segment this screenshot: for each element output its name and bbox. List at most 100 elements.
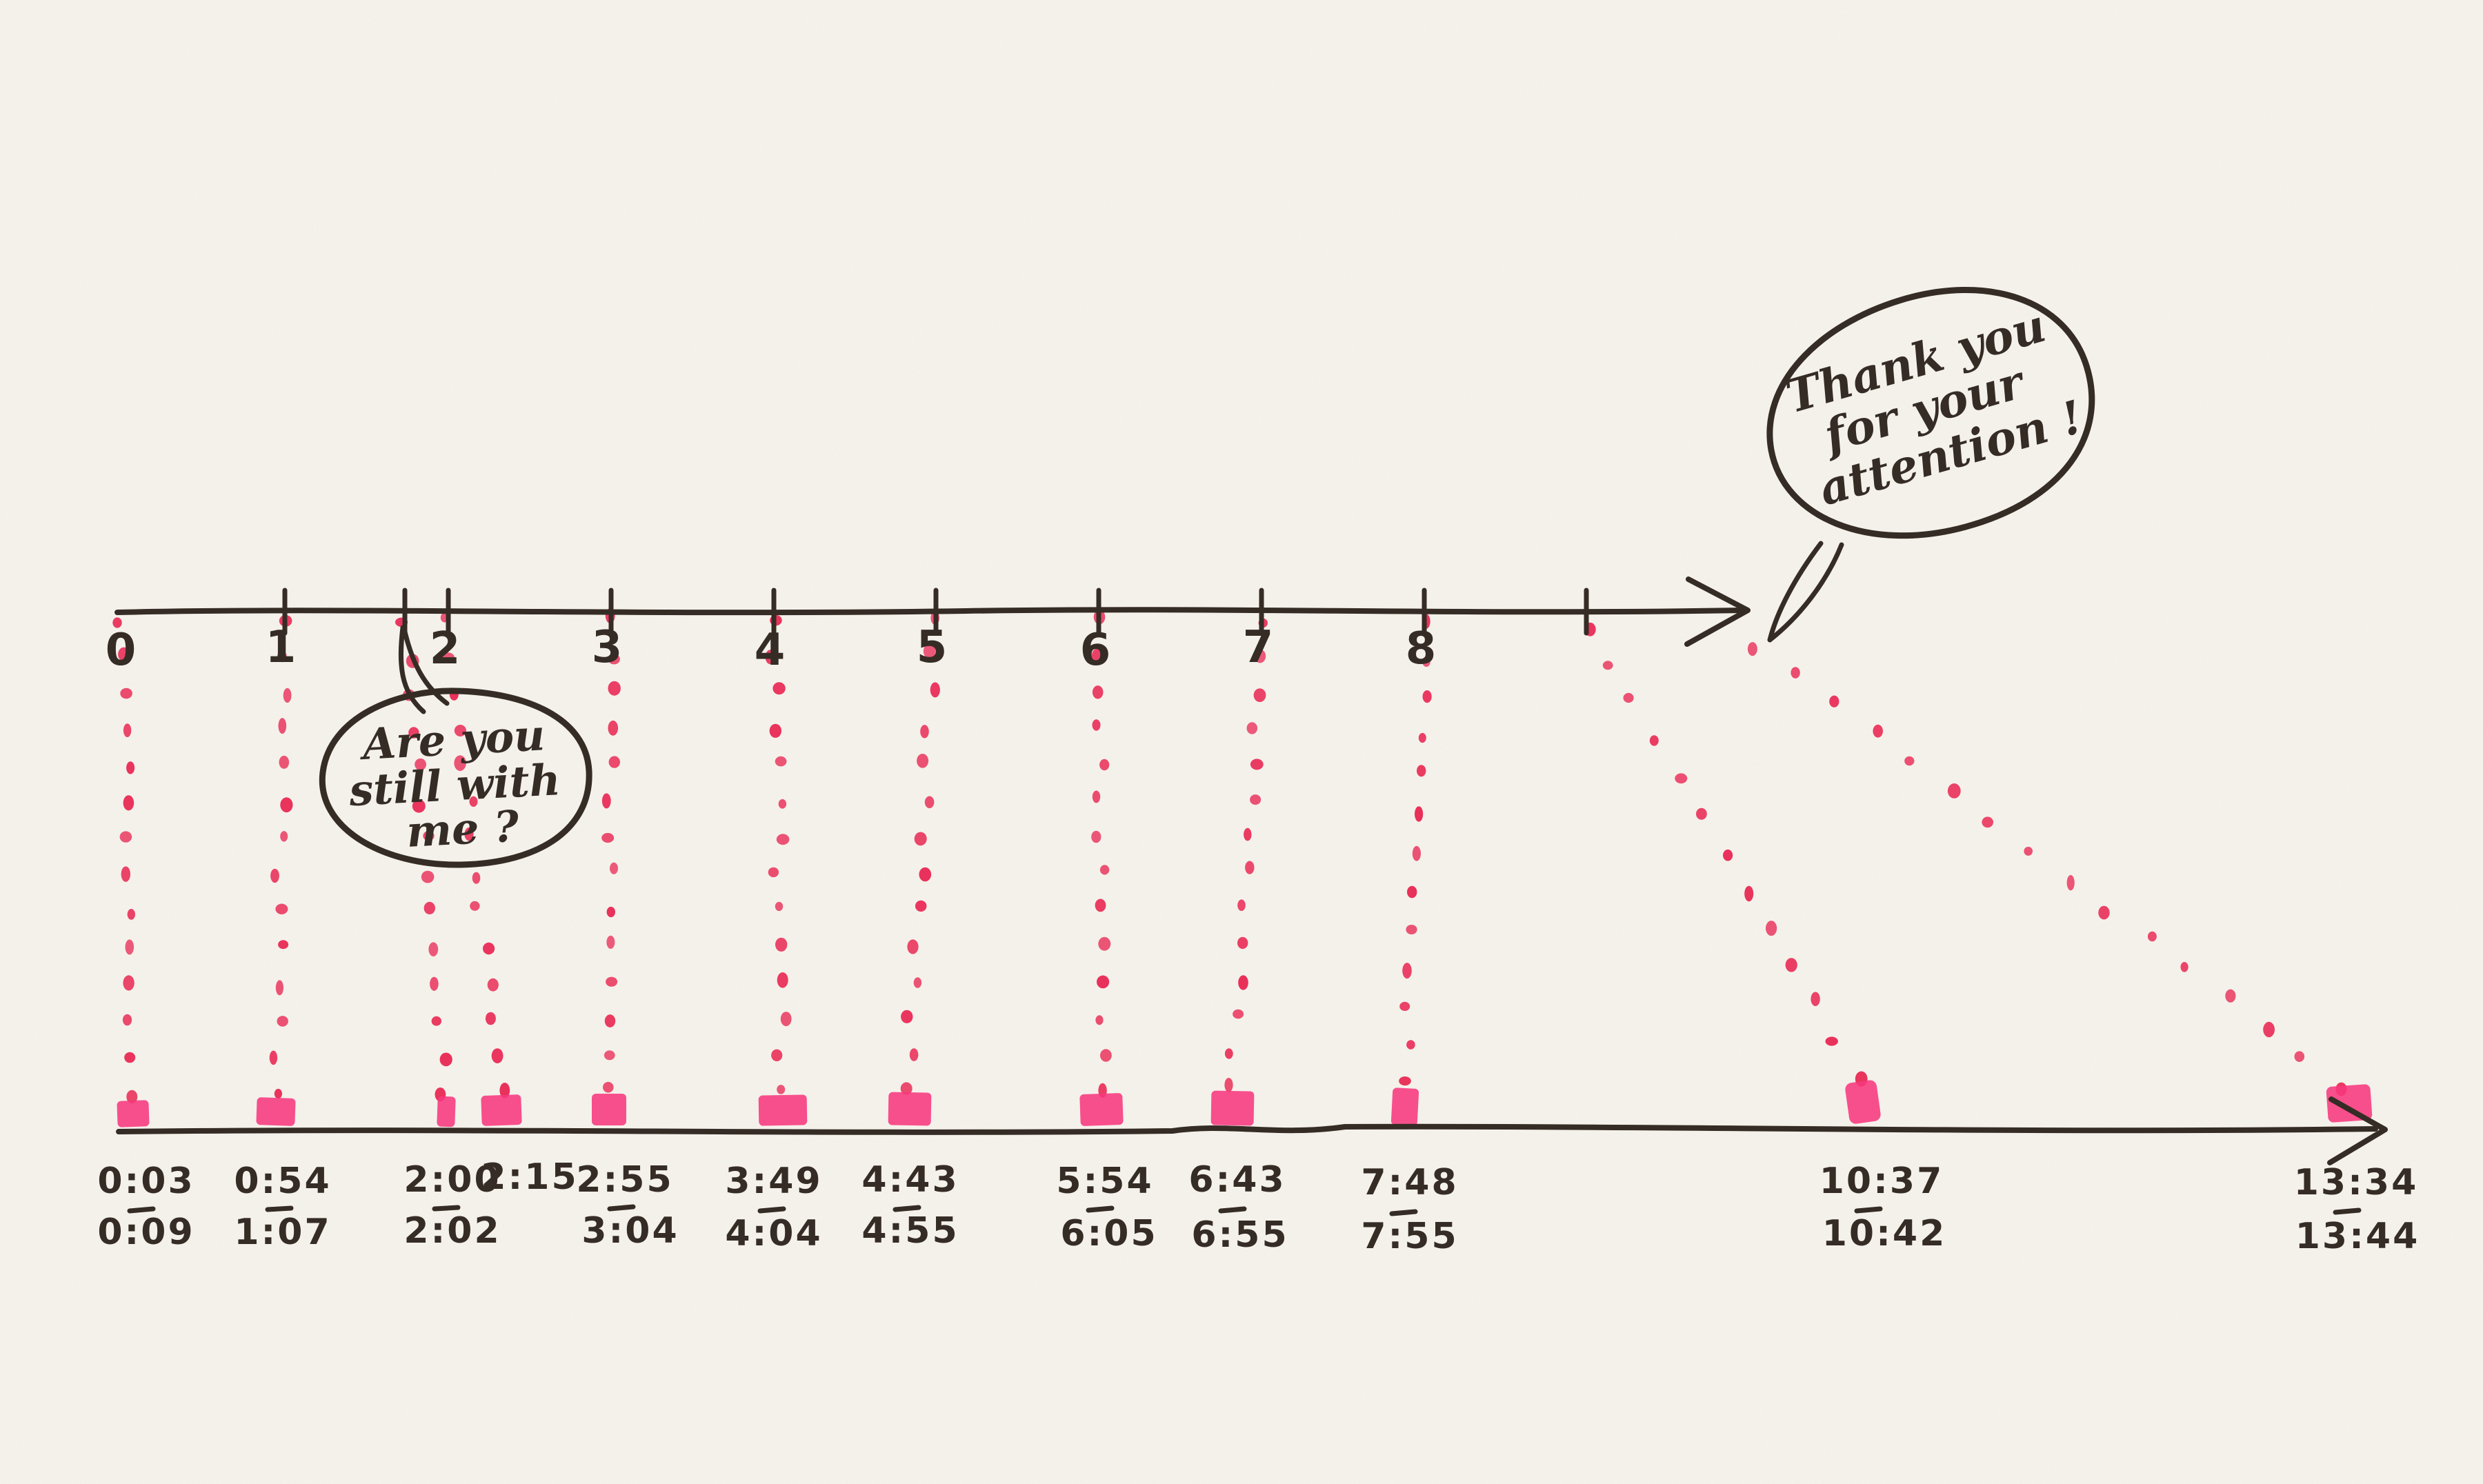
connector-dot	[491, 1048, 503, 1063]
bubble-tail	[1767, 541, 1844, 643]
time-start: 10:37	[1819, 1161, 1944, 1202]
tick-label-5: 5	[917, 622, 949, 673]
connector-dot	[2066, 874, 2075, 891]
connector-dot	[2024, 846, 2033, 856]
connector-dot	[1244, 828, 1252, 841]
connector-dot	[1417, 765, 1426, 777]
time-label-group: 7:48 7:55	[1361, 1162, 1458, 1257]
time-start: 13:34	[2294, 1162, 2419, 1203]
connector-dot	[608, 720, 619, 736]
connector-dot	[1418, 732, 1426, 743]
connector-dot	[601, 793, 611, 809]
connector-line-7	[1224, 618, 1268, 1092]
connector-dot	[1406, 1040, 1415, 1050]
marker-dab-7-48	[1390, 1087, 1419, 1126]
range-dash	[1389, 1209, 1418, 1216]
connector-dot	[901, 1010, 913, 1023]
connector-dot	[765, 650, 775, 665]
connector-dot	[126, 761, 135, 774]
time-label-group: 13:34 13:44	[2294, 1162, 2420, 1257]
connector-dot	[270, 868, 279, 883]
range-dash	[893, 1205, 921, 1212]
time-labels: 0:03 0:09 0:54 1:07 2:00 2:02 2:15 2:55 …	[97, 1156, 2420, 1257]
range-dash	[1218, 1206, 1247, 1214]
connector-dot	[900, 1082, 913, 1095]
connector-dot	[1825, 1036, 1838, 1046]
time-end: 6:55	[1191, 1214, 1288, 1256]
connector-dot	[917, 754, 929, 768]
tick-label-8: 8	[1406, 623, 1438, 674]
time-label-group: 2:15	[481, 1156, 576, 1198]
connector-dot	[430, 976, 439, 991]
connector-dot	[1412, 845, 1421, 861]
connector-dot	[1415, 806, 1424, 822]
connector-dot	[275, 903, 288, 914]
connector-dot	[606, 935, 615, 949]
speech-bubble-thanks-outline	[1766, 287, 2095, 643]
range-dash	[432, 1205, 461, 1212]
marker-dab-0-03	[117, 1100, 150, 1127]
connector-dot	[124, 1052, 136, 1063]
connector-dot	[775, 756, 787, 767]
connector-dot	[1811, 992, 1820, 1006]
connector-dot	[118, 647, 130, 662]
bottom-axis-line	[116, 1123, 2378, 1135]
connector-dot	[120, 688, 132, 699]
time-label-group: 10:37 10:42	[1819, 1161, 1947, 1254]
time-end: 7:55	[1361, 1216, 1458, 1257]
tick-label-0: 0	[106, 625, 138, 676]
connector-line-1	[269, 614, 293, 1099]
connector-dot	[1098, 936, 1111, 951]
time-label-group: 6:43 6:55	[1188, 1159, 1288, 1256]
connector-dot	[483, 942, 495, 955]
connector-dot	[1649, 735, 1659, 746]
connector-dot	[1091, 830, 1101, 843]
speech-bubble-question: Are you still with me ?	[319, 625, 592, 868]
connector-dot	[278, 940, 289, 950]
connector-dot	[1224, 1078, 1233, 1092]
connector-dot	[1095, 899, 1106, 912]
bubble-text-line: still with	[347, 754, 561, 816]
bubble-text-line: me ?	[405, 801, 520, 856]
time-start: 4:43	[861, 1159, 959, 1201]
connector-dot	[1785, 958, 1797, 972]
connector-dot	[1791, 667, 1800, 679]
connector-line-5	[900, 611, 940, 1095]
connector-line-8	[1399, 614, 1432, 1086]
connector-dot	[454, 755, 466, 771]
connector-dot	[2294, 1051, 2305, 1062]
connector-dot	[1092, 790, 1101, 803]
marker-dab-10-37	[1845, 1080, 1881, 1124]
time-end: 13:44	[2295, 1216, 2420, 1257]
time-end: 3:04	[581, 1210, 679, 1252]
connector-dot	[1406, 925, 1417, 934]
connector-dot	[923, 643, 936, 659]
connector-dot	[919, 867, 932, 882]
time-start: 7:48	[1361, 1162, 1458, 1203]
connector-dot	[1422, 656, 1430, 667]
connector-dot	[1747, 642, 1757, 656]
connector-dot	[1422, 690, 1432, 703]
time-end: 10:42	[1822, 1213, 1947, 1254]
connector-dot	[920, 725, 929, 739]
connector-dot	[780, 1012, 792, 1027]
connector-dot	[914, 832, 927, 846]
range-dash	[127, 1206, 156, 1214]
connector-dot	[487, 978, 499, 992]
top-axis-arrowhead	[1684, 576, 1751, 647]
connector-dot	[127, 909, 135, 920]
connector-dot	[1399, 1076, 1411, 1086]
connector-dot	[924, 796, 935, 809]
connector-dot	[1399, 1001, 1410, 1011]
connector-dot	[428, 942, 439, 956]
connector-dot	[769, 723, 782, 738]
connector-dot	[123, 795, 134, 811]
connector-dot	[2098, 905, 2110, 920]
connector-dot	[1237, 899, 1246, 911]
connector-dot	[775, 901, 784, 912]
connector-dot	[778, 799, 787, 809]
connector-dot	[1873, 724, 1883, 738]
range-dash	[1854, 1206, 1883, 1214]
